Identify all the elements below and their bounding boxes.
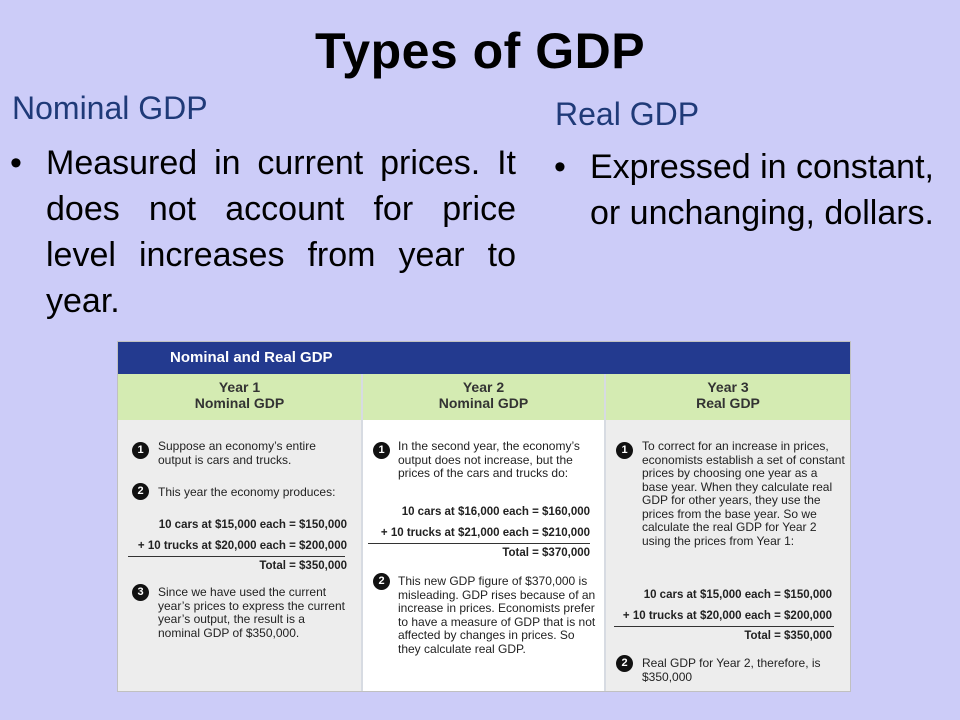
year2-step2-text: This new GDP figure of $370,000 is misle… bbox=[398, 574, 596, 656]
year1-header: Year 1 Nominal GDP bbox=[118, 374, 361, 420]
step-2-badge: 2 bbox=[132, 483, 149, 500]
step-2-badge: 2 bbox=[373, 573, 390, 590]
figure-title-bar: Nominal and Real GDP bbox=[118, 342, 850, 374]
year3-sublabel: Real GDP bbox=[696, 395, 760, 411]
step-3-badge: 3 bbox=[132, 584, 149, 601]
real-gdp-text: Expressed in constant, or unchanging, do… bbox=[590, 148, 935, 232]
year3-header: Year 3 Real GDP bbox=[606, 374, 850, 420]
sum-rule bbox=[614, 626, 834, 627]
step-1-badge: 1 bbox=[373, 442, 390, 459]
year1-step3-text: Since we have used the current year’s pr… bbox=[158, 585, 345, 640]
year2-total: Total = $370,000 bbox=[502, 547, 590, 559]
figure-columns: Year 1 Nominal GDP 1 Suppose an economy’… bbox=[118, 374, 850, 691]
year1-cars-calc: 10 cars at $15,000 each = $150,000 bbox=[158, 519, 347, 531]
year1-step1-text: Suppose an economy’s entire output is ca… bbox=[158, 439, 316, 467]
year3-step2-text: Real GDP for Year 2, therefore, is $350,… bbox=[642, 656, 821, 684]
year2-sublabel: Nominal GDP bbox=[438, 395, 529, 411]
year1-label: Year 1 bbox=[218, 379, 261, 395]
gdp-figure: Nominal and Real GDP Year 1 Nominal GDP … bbox=[117, 341, 851, 692]
year2-trucks-calc: + 10 trucks at $21,000 each = $210,000 bbox=[380, 527, 590, 539]
step-1-badge: 1 bbox=[132, 442, 149, 459]
year3-trucks-calc: + 10 trucks at $20,000 each = $200,000 bbox=[622, 610, 832, 622]
year1-column: Year 1 Nominal GDP 1 Suppose an economy’… bbox=[118, 374, 363, 691]
sum-rule bbox=[368, 543, 590, 544]
nominal-gdp-heading: Nominal GDP bbox=[12, 90, 208, 126]
year3-label: Year 3 bbox=[707, 379, 749, 395]
year1-total: Total = $350,000 bbox=[259, 560, 347, 572]
year3-total: Total = $350,000 bbox=[744, 630, 832, 642]
year2-header: Year 2 Nominal GDP bbox=[363, 374, 604, 420]
step-1-badge: 1 bbox=[616, 442, 633, 459]
year2-column: Year 2 Nominal GDP 1 In the second year,… bbox=[363, 374, 606, 691]
year1-trucks-calc: + 10 trucks at $20,000 each = $200,000 bbox=[137, 540, 347, 552]
year1-step2-text: This year the economy produces: bbox=[158, 485, 336, 499]
figure-title: Nominal and Real GDP bbox=[170, 349, 333, 366]
nominal-gdp-text: Measured in current prices. It does not … bbox=[46, 144, 516, 320]
year3-column: Year 3 Real GDP 1 To correct for an incr… bbox=[606, 374, 850, 691]
year3-cars-calc: 10 cars at $15,000 each = $150,000 bbox=[643, 589, 832, 601]
bullet-dot-icon: • bbox=[554, 148, 566, 186]
year2-step1-text: In the second year, the economy’s output… bbox=[398, 439, 580, 480]
bullet-dot-icon: • bbox=[10, 144, 22, 182]
year2-label: Year 2 bbox=[462, 379, 505, 395]
real-gdp-heading: Real GDP bbox=[555, 96, 700, 132]
step-2-badge: 2 bbox=[616, 655, 633, 672]
nominal-gdp-bullet: • Measured in current prices. It does no… bbox=[10, 140, 516, 324]
sum-rule bbox=[128, 556, 345, 557]
year3-step1-text: To correct for an increase in prices, ec… bbox=[642, 439, 845, 548]
real-gdp-bullet: • Expressed in constant, or unchanging, … bbox=[554, 144, 950, 236]
year1-sublabel: Nominal GDP bbox=[194, 395, 285, 411]
year2-cars-calc: 10 cars at $16,000 each = $160,000 bbox=[401, 506, 590, 518]
slide-title: Types of GDP bbox=[314, 23, 646, 79]
